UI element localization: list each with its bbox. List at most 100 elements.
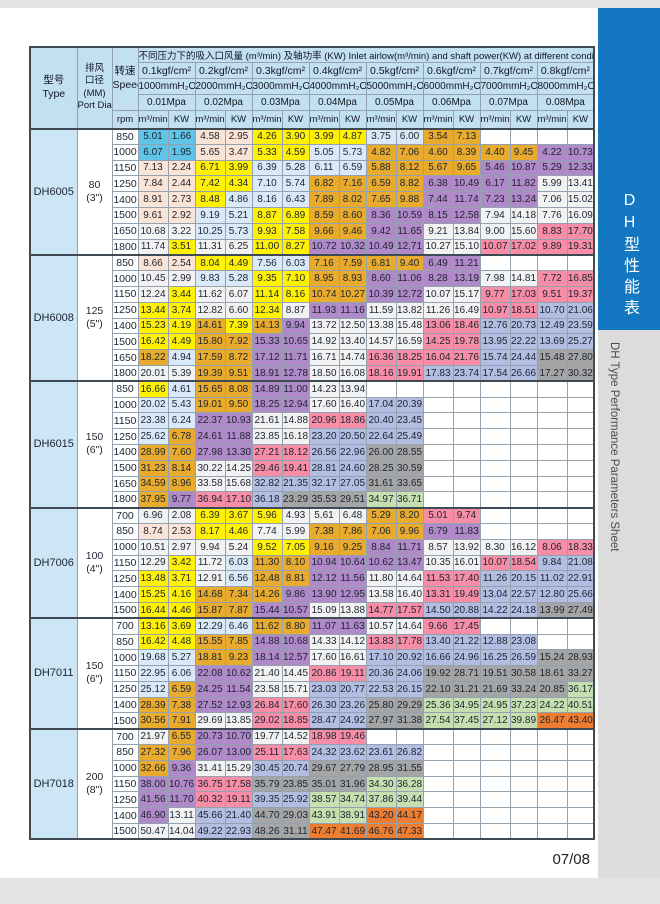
value-cell: 6.59 — [365, 175, 397, 193]
value-cell: 13.40 — [338, 333, 367, 351]
value-cell: 20.73 — [194, 728, 226, 746]
rpm-cell: 1150 — [111, 775, 139, 793]
table-row: 1800 20.01 5.39 19.39 9.51 18.91 12.78 18.50 16.… — [30, 364, 595, 382]
pressure-header: 6000mmH₂O — [422, 78, 481, 95]
value-cell: 10.87 — [509, 159, 538, 177]
table-row: 1400 15.25 4.16 14.68 7.34 14.26 9.86 13.90 12.9… — [30, 586, 595, 603]
value-cell: 14.26 — [251, 586, 283, 603]
value-cell: 20.02 — [137, 396, 169, 414]
table-row: 1500 50.47 14.04 49.22 22.93 48.26 31.11 47.47 4… — [30, 823, 595, 840]
model-group: DH7018 200 (8") 700 21.97 6.55 20.73 10.70 19.77… — [29, 728, 595, 840]
rpm-cell: 1400 — [111, 586, 139, 603]
value-cell — [509, 522, 538, 540]
rpm-cell: 850 — [111, 744, 139, 761]
value-cell: 11.26 — [479, 570, 511, 588]
value-cell: 7.87 — [224, 601, 253, 619]
value-cell — [536, 128, 568, 145]
value-cell: 4.40 — [479, 143, 511, 161]
value-cell — [452, 823, 481, 840]
pressure-header: 0.03Mpa — [251, 94, 310, 111]
value-cell: 23.20 — [308, 428, 340, 445]
page-number: 07/08 — [552, 851, 590, 868]
value-cell: 12.48 — [251, 570, 283, 588]
value-cell: 46.76 — [365, 823, 397, 840]
value-cell: 12.95 — [338, 586, 367, 603]
value-cell: 24.61 — [194, 428, 226, 445]
value-cell: 16.04 — [422, 349, 454, 366]
value-cell — [479, 744, 511, 761]
value-cell: 33.65 — [395, 475, 424, 493]
value-cell: 7.85 — [224, 633, 253, 651]
table-row: 1150 23.38 6.24 22.37 10.93 21.61 14.88 20.96 18… — [30, 412, 595, 430]
value-cell: 21.76 — [452, 349, 481, 366]
power-unit-header: KW — [224, 110, 253, 129]
value-cell: 11.31 — [194, 238, 226, 256]
value-cell: 11.62 — [251, 617, 283, 635]
value-cell: 7.38 — [167, 696, 196, 714]
value-cell: 4.26 — [251, 128, 283, 145]
value-cell: 8.12 — [395, 159, 424, 177]
value-cell: 25.36 — [422, 696, 454, 714]
pressure-header: 0.06Mpa — [422, 94, 481, 111]
value-cell: 5.65 — [194, 143, 226, 161]
value-cell: 16.66 — [422, 649, 454, 667]
value-cell — [452, 443, 481, 461]
value-cell: 28.71 — [452, 665, 481, 682]
value-cell: 27.80 — [566, 349, 595, 366]
value-cell: 16.49 — [452, 301, 481, 319]
value-cell: 5.28 — [281, 159, 310, 177]
value-cell: 15.33 — [251, 333, 283, 351]
model-group: DH6005 80 (3") 850 5.01 1.66 4.58 2.95 4.26 3.90 3… — [29, 127, 595, 256]
value-cell — [452, 380, 481, 398]
value-cell: 8.93 — [338, 270, 367, 287]
value-cell: 18.12 — [281, 443, 310, 461]
value-cell: 8.16 — [251, 191, 283, 208]
value-cell: 8.81 — [281, 570, 310, 588]
value-cell: 11.93 — [308, 301, 340, 319]
value-cell: 21.35 — [281, 475, 310, 493]
value-cell: 9.84 — [536, 554, 568, 572]
value-cell: 8.10 — [281, 554, 310, 572]
value-cell: 9.42 — [365, 222, 397, 240]
value-cell — [566, 396, 595, 414]
rpm-cell: 1500 — [111, 712, 139, 730]
value-cell: 6.56 — [224, 570, 253, 588]
value-cell: 32.66 — [137, 759, 169, 777]
value-cell: 27.52 — [194, 696, 226, 714]
value-cell: 36.75 — [194, 775, 226, 793]
table-row: 1250 7.84 2.44 7.42 4.34 7.10 5.74 6.82 7.16 6.59… — [30, 175, 595, 193]
value-cell: 19.77 — [251, 728, 283, 746]
value-cell: 30.58 — [509, 665, 538, 682]
value-cell: 1.66 — [167, 128, 196, 145]
value-cell: 27.79 — [338, 759, 367, 777]
value-cell: 10.32 — [338, 238, 367, 256]
value-cell: 17.59 — [194, 349, 226, 366]
value-cell: 11.14 — [251, 285, 283, 303]
value-cell: 18.98 — [308, 728, 340, 746]
value-cell: 4.46 — [224, 522, 253, 540]
power-unit-header: KW — [452, 110, 481, 129]
value-cell: 5.29 — [536, 159, 568, 177]
value-cell: 20.74 — [281, 759, 310, 777]
value-cell: 3.47 — [224, 143, 253, 161]
value-cell: 24.96 — [452, 649, 481, 667]
value-cell: 20.40 — [365, 412, 397, 430]
value-cell: 10.72 — [308, 238, 340, 256]
port-dia-cell: 150 (6") — [76, 617, 113, 730]
value-cell: 22.96 — [338, 443, 367, 461]
value-cell: 17.60 — [281, 696, 310, 714]
rpm-cell: 1250 — [111, 791, 139, 809]
rpm-header: rpm — [111, 110, 139, 129]
pressure-header: 2000mmH₂O — [194, 78, 253, 95]
value-cell: 3.22 — [167, 222, 196, 240]
pressure-header: 1000mmH₂O — [137, 78, 196, 95]
value-cell: 3.69 — [167, 617, 196, 635]
value-cell — [395, 380, 424, 398]
value-cell: 3.54 — [422, 128, 454, 145]
value-cell: 15.25 — [137, 586, 169, 603]
value-cell: 5.61 — [308, 507, 340, 524]
value-cell: 12.93 — [224, 696, 253, 714]
value-cell: 15.48 — [395, 317, 424, 335]
